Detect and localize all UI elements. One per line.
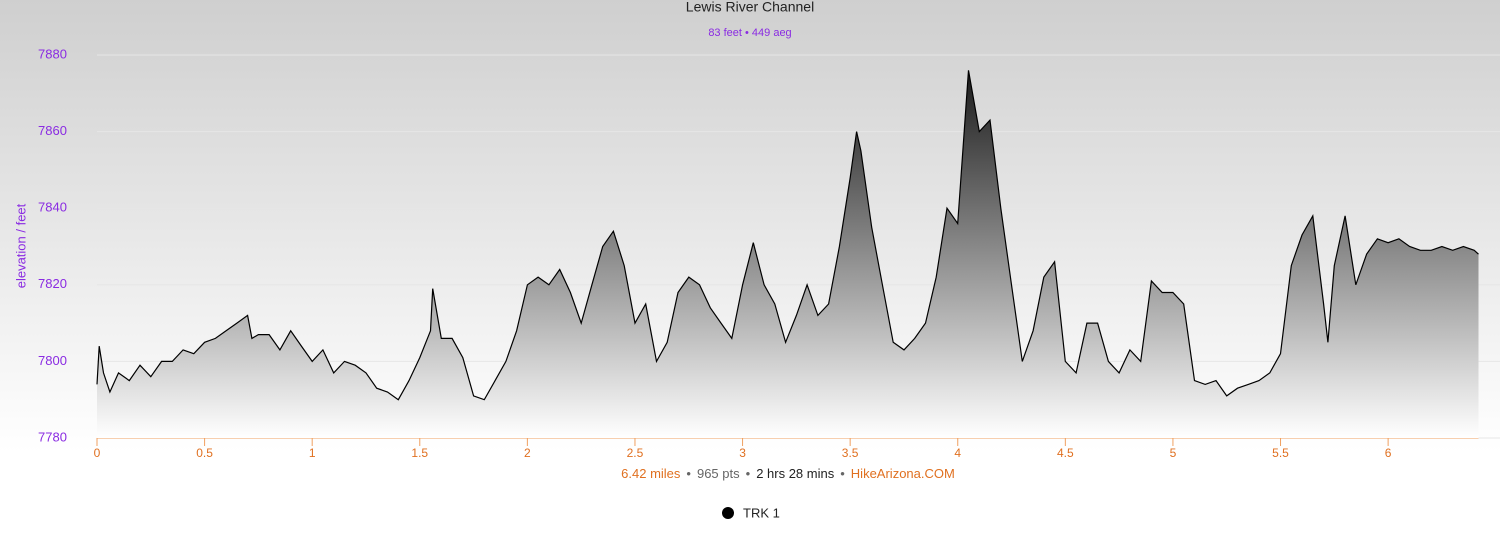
x-tick-label: 0.5 — [196, 446, 213, 460]
elevation-area — [97, 70, 1479, 439]
chart-subtitle: 83 feet • 449 aeg — [708, 27, 791, 39]
x-tick-label: 4 — [954, 446, 961, 460]
x-tick-label: 1 — [309, 446, 316, 460]
chart-title: Lewis River Channel — [686, 0, 814, 15]
legend-label: TRK 1 — [743, 505, 780, 520]
x-tick-label: 2 — [524, 446, 531, 460]
y-axis-label: elevation / feet — [13, 203, 28, 288]
x-tick-label: 4.5 — [1057, 446, 1074, 460]
x-tick-label: 3 — [739, 446, 746, 460]
x-tick-label: 5.5 — [1272, 446, 1289, 460]
x-tick-label: 5 — [1170, 446, 1177, 460]
footer-separator: • — [686, 466, 691, 481]
y-tick-label: 7820 — [38, 276, 67, 291]
x-tick-label: 6 — [1385, 446, 1392, 460]
x-tick-label: 1.5 — [411, 446, 428, 460]
x-tick-label: 3.5 — [842, 446, 859, 460]
y-tick-label: 7880 — [38, 46, 67, 61]
y-tick-label: 7840 — [38, 200, 67, 215]
footer-separator: • — [840, 466, 845, 481]
footer-separator: • — [746, 466, 751, 481]
footer-item: HikeArizona.COM — [851, 466, 955, 481]
y-tick-label: 7800 — [38, 353, 67, 368]
y-tick-label: 7780 — [38, 429, 67, 444]
x-tick-label: 2.5 — [627, 446, 644, 460]
footer-item: 2 hrs 28 mins — [756, 466, 835, 481]
legend-symbol — [722, 507, 734, 519]
elevation-line — [96, 70, 1479, 401]
footer: 6.42 miles • 965 pts • 2 hrs 28 mins • HikeAri… — [621, 466, 955, 481]
plot-area: 7780 7800 7820 7840 7860 7880 0 0.5 1 1.5 2 2.5 3 3.5… — [38, 46, 1500, 460]
footer-item: 965 pts — [697, 466, 740, 481]
x-tick-label: 0 — [94, 446, 101, 460]
y-tick-label: 7860 — [38, 123, 67, 138]
footer-item: 6.42 miles — [621, 466, 681, 481]
